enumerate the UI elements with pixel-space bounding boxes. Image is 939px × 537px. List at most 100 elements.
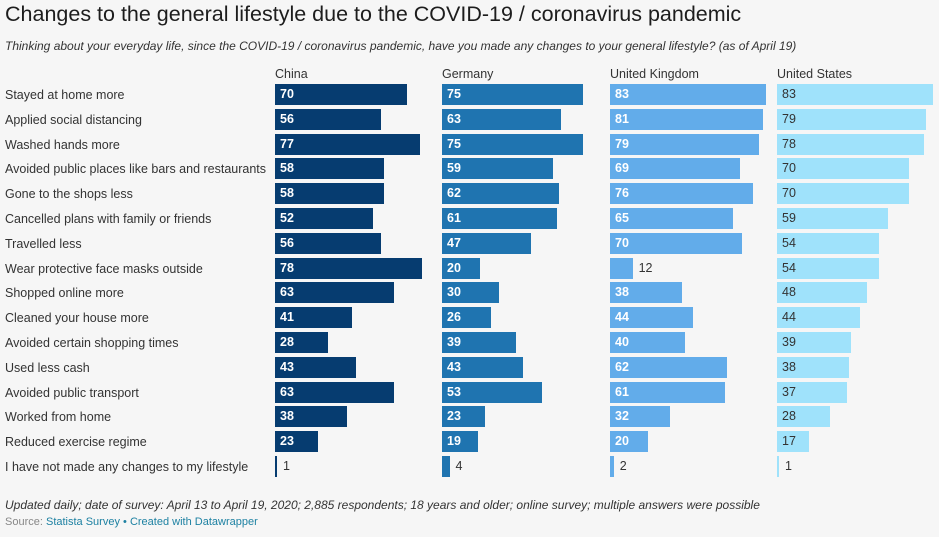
category-label: Cleaned your house more [5,311,149,326]
bar [442,282,499,304]
data-label: 48 [782,285,796,300]
data-label: 70 [280,87,294,101]
data-label: 75 [447,87,461,101]
bar [275,208,374,229]
data-label: 65 [615,211,629,225]
column-header: United States [777,67,853,81]
data-label: 2 [619,459,627,473]
category-label: Wear protective face masks outside [5,261,203,276]
data-label: 32 [615,409,629,424]
column-header: China [275,67,308,81]
bar [275,307,353,329]
column-header: Germany [442,67,494,81]
bar [442,307,491,329]
data-label: 43 [280,359,294,374]
bar [777,84,934,105]
statista-survey-link[interactable]: Statista Survey [45,516,120,528]
data-label: 38 [782,359,796,374]
data-label: 78 [280,260,294,275]
source-prefix: Source: [5,516,43,528]
chart-notes: Updated daily; date of survey: April 13 … [5,498,760,512]
bar [442,183,559,205]
data-label: 12 [638,260,653,275]
category-label: Reduced exercise regime [5,435,147,450]
data-label: 81 [615,111,629,126]
data-label: 23 [447,409,461,424]
data-label: 53 [447,384,461,399]
bar [442,84,584,105]
bar [442,133,584,155]
data-label: 43 [447,359,461,374]
category-label: Used less cash [5,360,90,375]
bar [777,108,926,130]
datawrapper-link[interactable]: Created with Datawrapper [129,516,258,528]
data-label: 83 [615,87,629,101]
category-label: Stayed at home more [5,88,125,102]
data-label: 54 [782,235,796,250]
bar [777,381,847,403]
data-label: 1 [785,459,792,473]
data-label: 39 [782,335,796,349]
bar [777,356,849,378]
bar [275,356,357,378]
data-label: 20 [615,434,629,449]
data-label: 28 [280,335,294,349]
data-label: 58 [280,161,294,176]
bar [610,133,759,155]
bar [275,282,394,304]
chart-subtitle: Thinking about your everyday life, since… [5,39,797,53]
bar [442,456,450,477]
data-label: 79 [615,136,629,151]
data-label: 47 [447,235,461,250]
data-label: 78 [782,136,796,151]
bar [777,456,779,477]
bar [275,456,277,477]
data-label: 39 [447,335,461,349]
data-label: 75 [447,136,461,151]
bar [777,232,879,254]
category-label: Washed hands more [5,137,120,152]
data-label: 79 [782,111,796,126]
data-label: 20 [447,260,461,275]
bar [610,307,693,329]
category-label: Avoided public transport [5,385,139,400]
bar [777,158,909,180]
data-label: 59 [782,211,796,225]
data-label: 61 [447,211,461,225]
bar [777,257,879,279]
data-label: 69 [615,161,629,176]
bar [442,431,478,453]
bar [610,183,754,205]
bar [610,84,767,105]
data-label: 83 [782,87,796,101]
data-label: 63 [280,285,294,300]
data-label: 76 [615,186,629,201]
data-label: 58 [280,186,294,201]
data-label: 63 [280,384,294,399]
bar [610,332,686,353]
bar [275,257,423,279]
category-label: Shopped online more [5,286,124,301]
bar [442,257,480,279]
bar [442,332,516,353]
bar [442,232,531,254]
bar [275,431,319,453]
data-label: 63 [447,111,461,126]
data-label: 40 [615,335,629,349]
column-header: United Kingdom [610,67,699,81]
bar [610,456,614,477]
data-label: 56 [280,235,294,250]
bar [777,431,810,453]
bar [275,406,347,428]
category-label: Cancelled plans with family or friends [5,212,212,226]
bar [275,158,385,180]
category-label: Travelled less [5,236,82,251]
category-label: Avoided certain shopping times [5,336,179,350]
bar [610,208,733,229]
data-label: 23 [280,434,294,449]
bar [610,158,741,180]
bar [610,108,763,130]
data-label: 70 [782,186,796,201]
data-label: 52 [280,211,294,225]
bar [275,108,381,130]
